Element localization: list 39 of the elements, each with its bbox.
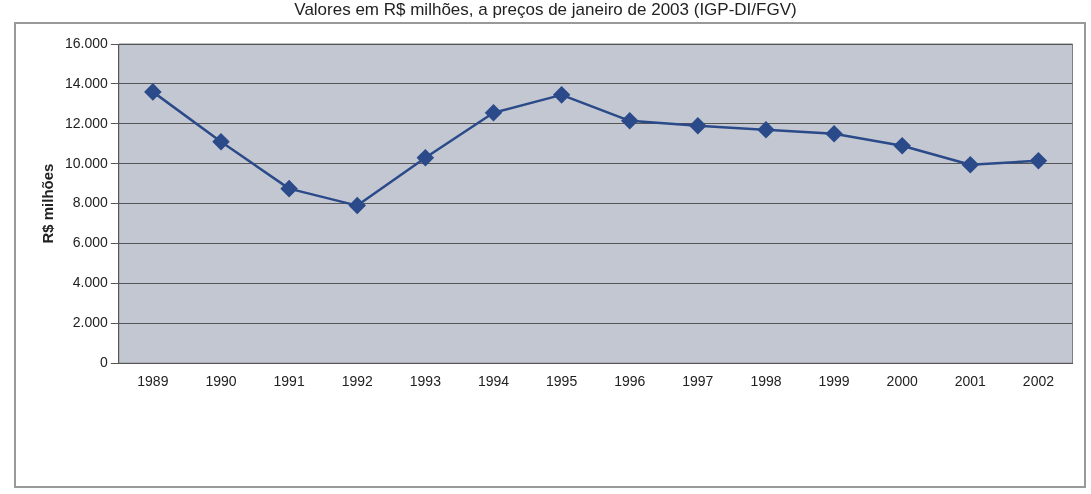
point bbox=[893, 137, 911, 154]
y-tick-label: 12.000 bbox=[64, 114, 109, 131]
x-tick-label: 1992 bbox=[341, 373, 374, 390]
x-tick-label: 1993 bbox=[409, 373, 442, 390]
y-axis-title: R$ milhões bbox=[39, 163, 57, 244]
point bbox=[417, 149, 434, 166]
point bbox=[621, 112, 638, 130]
point bbox=[1030, 152, 1047, 169]
point bbox=[757, 121, 775, 139]
y-tick-label: 8.000 bbox=[72, 194, 109, 211]
y-tick-label: 4.000 bbox=[72, 274, 109, 291]
point bbox=[485, 104, 502, 122]
y-tick-label: 0 bbox=[100, 354, 109, 371]
point bbox=[144, 83, 162, 101]
x-tick-label: 1994 bbox=[477, 373, 510, 390]
point bbox=[553, 86, 570, 104]
x-tick-label: 1990 bbox=[205, 373, 237, 390]
point bbox=[348, 197, 366, 214]
x-tick-label: 2001 bbox=[954, 373, 987, 390]
x-tick-label: 1995 bbox=[546, 373, 578, 390]
x-tick-label: 2000 bbox=[886, 373, 918, 390]
y-tick-label: 10.000 bbox=[64, 154, 109, 171]
x-tick-label: 1997 bbox=[682, 373, 714, 390]
point bbox=[962, 156, 979, 173]
point bbox=[280, 180, 298, 197]
x-tick-label: 1998 bbox=[750, 373, 782, 390]
chart-title: Valores em R$ milhões, a preços de janeiro de 2003 (IGP-DI/FGV) bbox=[293, 0, 798, 20]
x-tick-label: 2002 bbox=[1022, 373, 1055, 390]
x-tick-label: 1996 bbox=[614, 373, 646, 390]
x-tick-label: 1999 bbox=[818, 373, 850, 390]
x-tick-label: 1989 bbox=[137, 373, 169, 390]
y-tick-label: 6.000 bbox=[72, 234, 109, 251]
point bbox=[825, 125, 843, 143]
y-tick-label: 14.000 bbox=[64, 74, 109, 91]
x-tick-label: 1991 bbox=[273, 373, 305, 390]
point bbox=[212, 133, 230, 151]
point bbox=[689, 117, 707, 135]
y-tick-label: 2.000 bbox=[72, 314, 109, 331]
y-tick-label: 16.000 bbox=[64, 34, 109, 51]
